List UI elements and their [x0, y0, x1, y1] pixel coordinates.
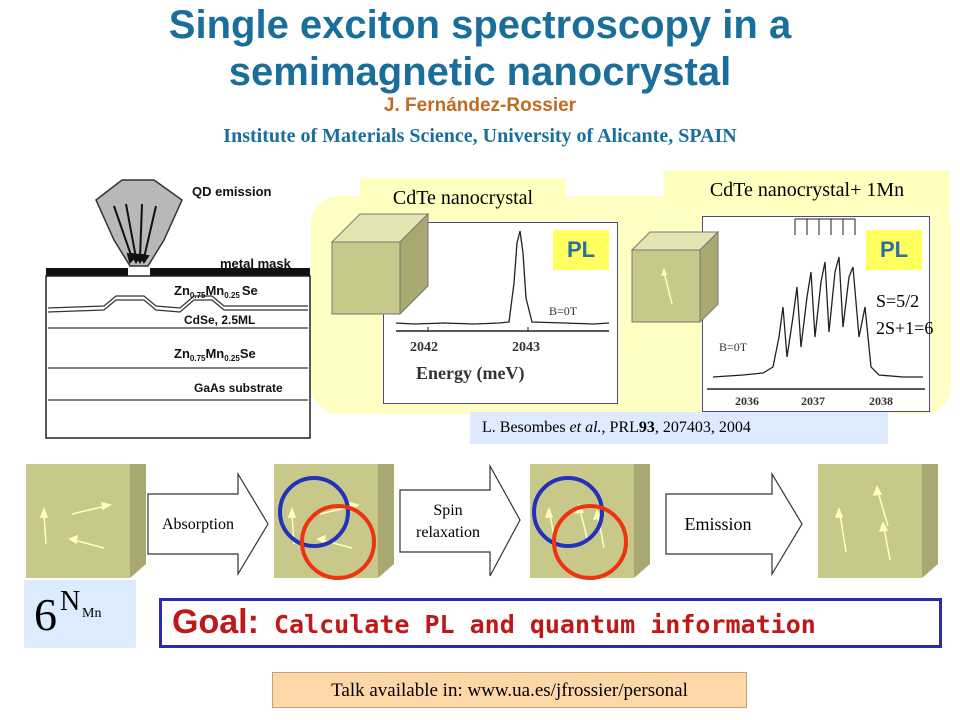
goal-text: Calculate PL and quantum information — [258, 610, 816, 639]
pl-badge-right: PL — [866, 230, 922, 270]
state-count-exponent-sub: Mn — [82, 606, 102, 621]
cube-state-initial — [26, 464, 146, 578]
layer-znmnse-top-label: Zn0.75Mn0.25 Se — [174, 283, 258, 300]
absorption-label: Absorption — [162, 516, 234, 533]
absorption-step-arrow — [147, 472, 269, 577]
emission-step-arrow — [665, 472, 803, 577]
tick-2038: 2038 — [869, 394, 893, 408]
electron-ring-icon — [300, 504, 376, 580]
cube-nanocrystal-left — [330, 212, 430, 316]
layer-gaas-label: GaAs substrate — [194, 381, 283, 395]
metal-mask-label: metal mask — [220, 256, 292, 271]
spectrum-right-graph: B=0T 2036 2037 2038 — [707, 218, 925, 408]
label-cdte-nanocrystal-1mn: CdTe nanocrystal+ 1Mn — [664, 170, 950, 210]
spin-relaxation-label-line1: Spin — [433, 502, 463, 519]
emission-cone-shape — [95, 179, 183, 267]
spin-arrows-icon — [39, 501, 112, 549]
spectrum-plot-left: B=0T 2042 2043 Energy (meV) — [383, 222, 618, 404]
state-count-base: 6 — [34, 589, 57, 640]
institute-affiliation: Institute of Materials Science, Universi… — [223, 125, 737, 147]
talk-availability-link[interactable]: Talk available in: www.ua.es/jfrossier/p… — [272, 672, 747, 708]
layer-znmnse-bottom-label: Zn0.75Mn0.25Se — [174, 346, 256, 363]
field-label-right: B=0T — [719, 340, 748, 354]
pl-badge-left: PL — [553, 230, 609, 270]
goal-box: Goal: Calculate PL and quantum informati… — [159, 598, 942, 648]
author-name: J. Fernández-Rossier — [383, 95, 577, 116]
slide-title-line2: semimagnetic nanocrystal — [228, 50, 732, 94]
spin-relaxation-label-line2: relaxation — [416, 524, 480, 541]
spin-state-line1: S=5/2 — [876, 291, 920, 311]
tick-2042: 2042 — [410, 340, 438, 355]
metal-mask-bar — [46, 268, 310, 276]
cube-state-relaxed — [530, 464, 650, 580]
label-cdte-nanocrystal: CdTe nanocrystal — [360, 178, 566, 218]
slide-title-line1: Single exciton spectroscopy in a — [168, 3, 792, 47]
tick-2037: 2037 — [801, 394, 825, 408]
cube-state-absorbed — [274, 464, 394, 580]
layer-stack-box — [45, 275, 311, 439]
tick-2043: 2043 — [512, 340, 540, 355]
state-count-exponent: N — [60, 586, 81, 617]
field-label-left: B=0T — [549, 304, 578, 318]
citation-reference: L. Besombes et al., PRL93, 207403, 2004 — [470, 412, 888, 444]
layer-cdse-label: CdSe, 2.5ML — [184, 313, 255, 327]
spectrum-left-graph: B=0T 2042 2043 Energy (meV) — [395, 230, 610, 384]
qd-emission-label: QD emission — [192, 184, 272, 199]
energy-axis-label: Energy (meV) — [416, 363, 524, 384]
goal-label: Goal: — [172, 603, 259, 641]
cube-state-final — [818, 464, 938, 578]
state-count-box: 6 N Mn — [24, 580, 136, 648]
emission-label: Emission — [684, 514, 752, 534]
hole-ring-icon — [278, 476, 350, 548]
spin-relaxation-step-arrow — [399, 464, 521, 577]
qd-structure-diagram: QD emission metal mask Zn0.75Mn0.25 Se Cd… — [45, 179, 311, 439]
emission-arrows-icon — [113, 203, 157, 265]
mn-spin-arrow-icon — [663, 271, 673, 305]
tick-2036: 2036 — [735, 394, 759, 408]
spin-state-line2: 2S+1=6 — [876, 318, 934, 338]
cube-nanocrystal-mn — [630, 230, 720, 324]
